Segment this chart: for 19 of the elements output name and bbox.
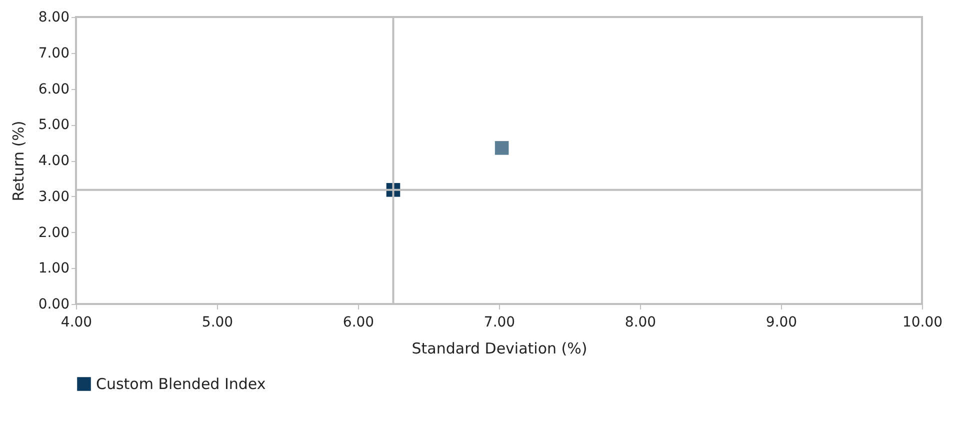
x-tick-label: 4.00	[60, 314, 92, 330]
x-axis-title: Standard Deviation (%)	[412, 340, 588, 358]
y-tick-label: 8.00	[38, 10, 70, 26]
x-tick-label: 5.00	[202, 314, 234, 330]
y-tick-label: 4.00	[38, 153, 70, 169]
y-axis-title: Return (%)	[9, 120, 28, 202]
y-tick-label: 5.00	[38, 117, 70, 134]
x-tick-label: 10.00	[902, 314, 943, 330]
x-tick-label: 8.00	[624, 314, 656, 330]
x-tick-label: 6.00	[342, 314, 374, 330]
y-tick-label: 2.00	[38, 224, 70, 241]
y-tick-label: 1.00	[38, 260, 70, 277]
y-tick-label: 6.00	[38, 81, 70, 98]
y-tick-label: 7.00	[38, 45, 70, 62]
x-tick-label: 9.00	[766, 314, 798, 330]
x-tick-label: 7.00	[484, 314, 516, 330]
y-tick-label: 0.00	[38, 296, 70, 312]
legend-label: Custom Blended Index	[96, 375, 266, 393]
y-tick-label: 3.00	[38, 188, 70, 205]
